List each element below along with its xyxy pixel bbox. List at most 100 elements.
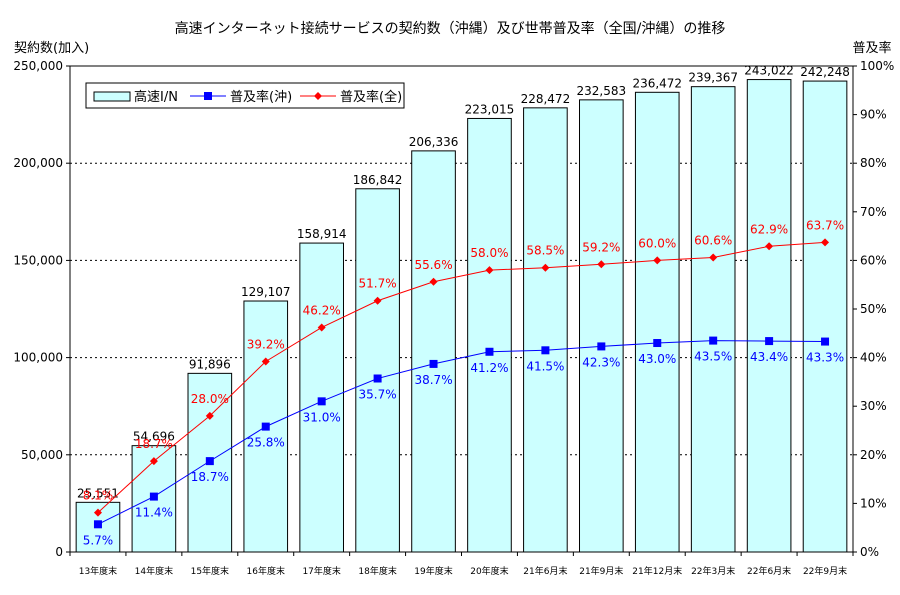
data-point — [821, 238, 830, 247]
y2-tick-label: 20% — [860, 448, 887, 462]
bar — [411, 150, 456, 553]
legend-marker — [204, 92, 212, 100]
bar-value-label: 25,551 — [77, 486, 119, 500]
data-label: 28.0% — [191, 392, 229, 406]
x-tick-label: 19年度末 — [414, 565, 452, 577]
data-point — [653, 256, 662, 265]
legend: 高速I/N 普及率(沖) 普及率(全) — [85, 82, 405, 109]
data-point — [93, 520, 102, 529]
bar — [355, 188, 400, 553]
data-label: 38.7% — [414, 373, 452, 387]
y-tick-label: 200,000 — [13, 156, 63, 170]
data-label: 46.2% — [303, 303, 341, 317]
bar-value-label: 54,696 — [133, 430, 175, 444]
bar-value-label: 232,583 — [577, 84, 627, 98]
data-label: 60.0% — [638, 236, 676, 250]
data-label: 43.0% — [638, 352, 676, 366]
y2-axis-title: 普及率 — [852, 40, 891, 56]
data-label: 55.6% — [414, 258, 452, 272]
data-point — [149, 492, 158, 501]
data-point — [541, 346, 550, 355]
data-point — [709, 253, 718, 262]
data-point — [485, 266, 494, 275]
bar-value-label: 186,842 — [353, 173, 403, 187]
bar-value-label: 243,022 — [744, 64, 794, 78]
data-label: 43.4% — [750, 350, 788, 364]
data-point — [485, 347, 494, 356]
data-label: 35.7% — [359, 387, 397, 401]
data-label: 58.5% — [526, 244, 564, 258]
plot-area: 25,551 54,696 91,896 129,107 158,914 186,842 2… — [13, 59, 894, 577]
data-point — [261, 422, 270, 431]
x-tick-label: 22年9月末 — [803, 565, 847, 577]
data-label: 8.1% — [83, 489, 114, 503]
x-tick-label: 20年度末 — [470, 565, 508, 577]
legend-label: 普及率(全) — [340, 89, 402, 105]
bar-value-label: 223,015 — [465, 102, 515, 116]
x-tick-label: 21年9月末 — [579, 565, 623, 577]
bar — [690, 86, 736, 553]
series-line — [97, 340, 826, 525]
x-tick-label: 15年度末 — [191, 565, 229, 577]
data-point — [765, 337, 774, 346]
bar-value-label: 236,472 — [632, 76, 682, 90]
data-point — [653, 339, 662, 348]
data-label: 60.6% — [694, 233, 732, 247]
data-point — [205, 411, 214, 420]
y2-tick-label: 100% — [860, 59, 894, 73]
data-point — [429, 277, 438, 286]
y-tick-label: 100,000 — [13, 351, 63, 365]
bar-value-label: 91,896 — [189, 357, 231, 371]
legend-marker — [314, 92, 322, 100]
data-point — [373, 296, 382, 305]
data-label: 39.2% — [247, 337, 285, 351]
chart-title: 高速インターネット接続サービスの契約数（沖縄）及び世帯普及率（全国/沖縄）の推移 — [175, 20, 726, 37]
bar — [467, 117, 512, 553]
data-point — [597, 260, 606, 269]
data-point — [373, 374, 382, 383]
data-label: 43.5% — [694, 350, 732, 364]
data-point — [205, 457, 214, 466]
data-point — [93, 508, 102, 517]
data-label: 58.0% — [470, 246, 508, 260]
bar — [746, 79, 792, 553]
legend-label: 高速I/N — [134, 89, 178, 105]
data-label: 18.7% — [135, 437, 173, 451]
x-tick-label: 17年度末 — [302, 565, 340, 577]
legend-label: 普及率(沖) — [230, 89, 292, 105]
y2-tick-label: 70% — [860, 205, 887, 219]
y-tick-label: 150,000 — [13, 253, 63, 267]
data-point — [821, 337, 830, 346]
data-label: 42.3% — [582, 355, 620, 369]
y2-tick-label: 10% — [860, 496, 887, 510]
data-label: 43.3% — [806, 351, 844, 365]
data-label: 5.7% — [83, 533, 114, 547]
bar-value-label: 129,107 — [241, 285, 291, 299]
bar-value-label: 239,367 — [688, 71, 738, 85]
data-label: 51.7% — [359, 277, 397, 291]
x-tick-label: 22年6月末 — [747, 565, 791, 577]
bar-value-label: 228,472 — [521, 92, 571, 106]
y-tick-label: 50,000 — [21, 448, 63, 462]
data-point — [765, 242, 774, 251]
y2-tick-label: 0% — [860, 545, 879, 559]
bar-value-label: 242,248 — [800, 65, 850, 79]
data-point — [709, 336, 718, 345]
data-label: 62.9% — [750, 222, 788, 236]
data-point — [317, 323, 326, 332]
bar — [802, 80, 848, 553]
data-label: 41.5% — [526, 359, 564, 373]
data-point — [317, 397, 326, 406]
bar-value-label: 158,914 — [297, 227, 347, 241]
data-point — [261, 357, 270, 366]
data-label: 25.8% — [247, 436, 285, 450]
x-tick-label: 18年度末 — [358, 565, 396, 577]
y2-tick-label: 60% — [860, 253, 887, 267]
x-tick-label: 13年度末 — [79, 565, 117, 577]
x-tick-label: 22年3月末 — [691, 565, 735, 577]
data-label: 59.2% — [582, 240, 620, 254]
data-label: 63.7% — [806, 218, 844, 232]
bar — [579, 99, 624, 553]
data-point — [149, 457, 158, 466]
y-tick-label: 250,000 — [13, 59, 63, 73]
